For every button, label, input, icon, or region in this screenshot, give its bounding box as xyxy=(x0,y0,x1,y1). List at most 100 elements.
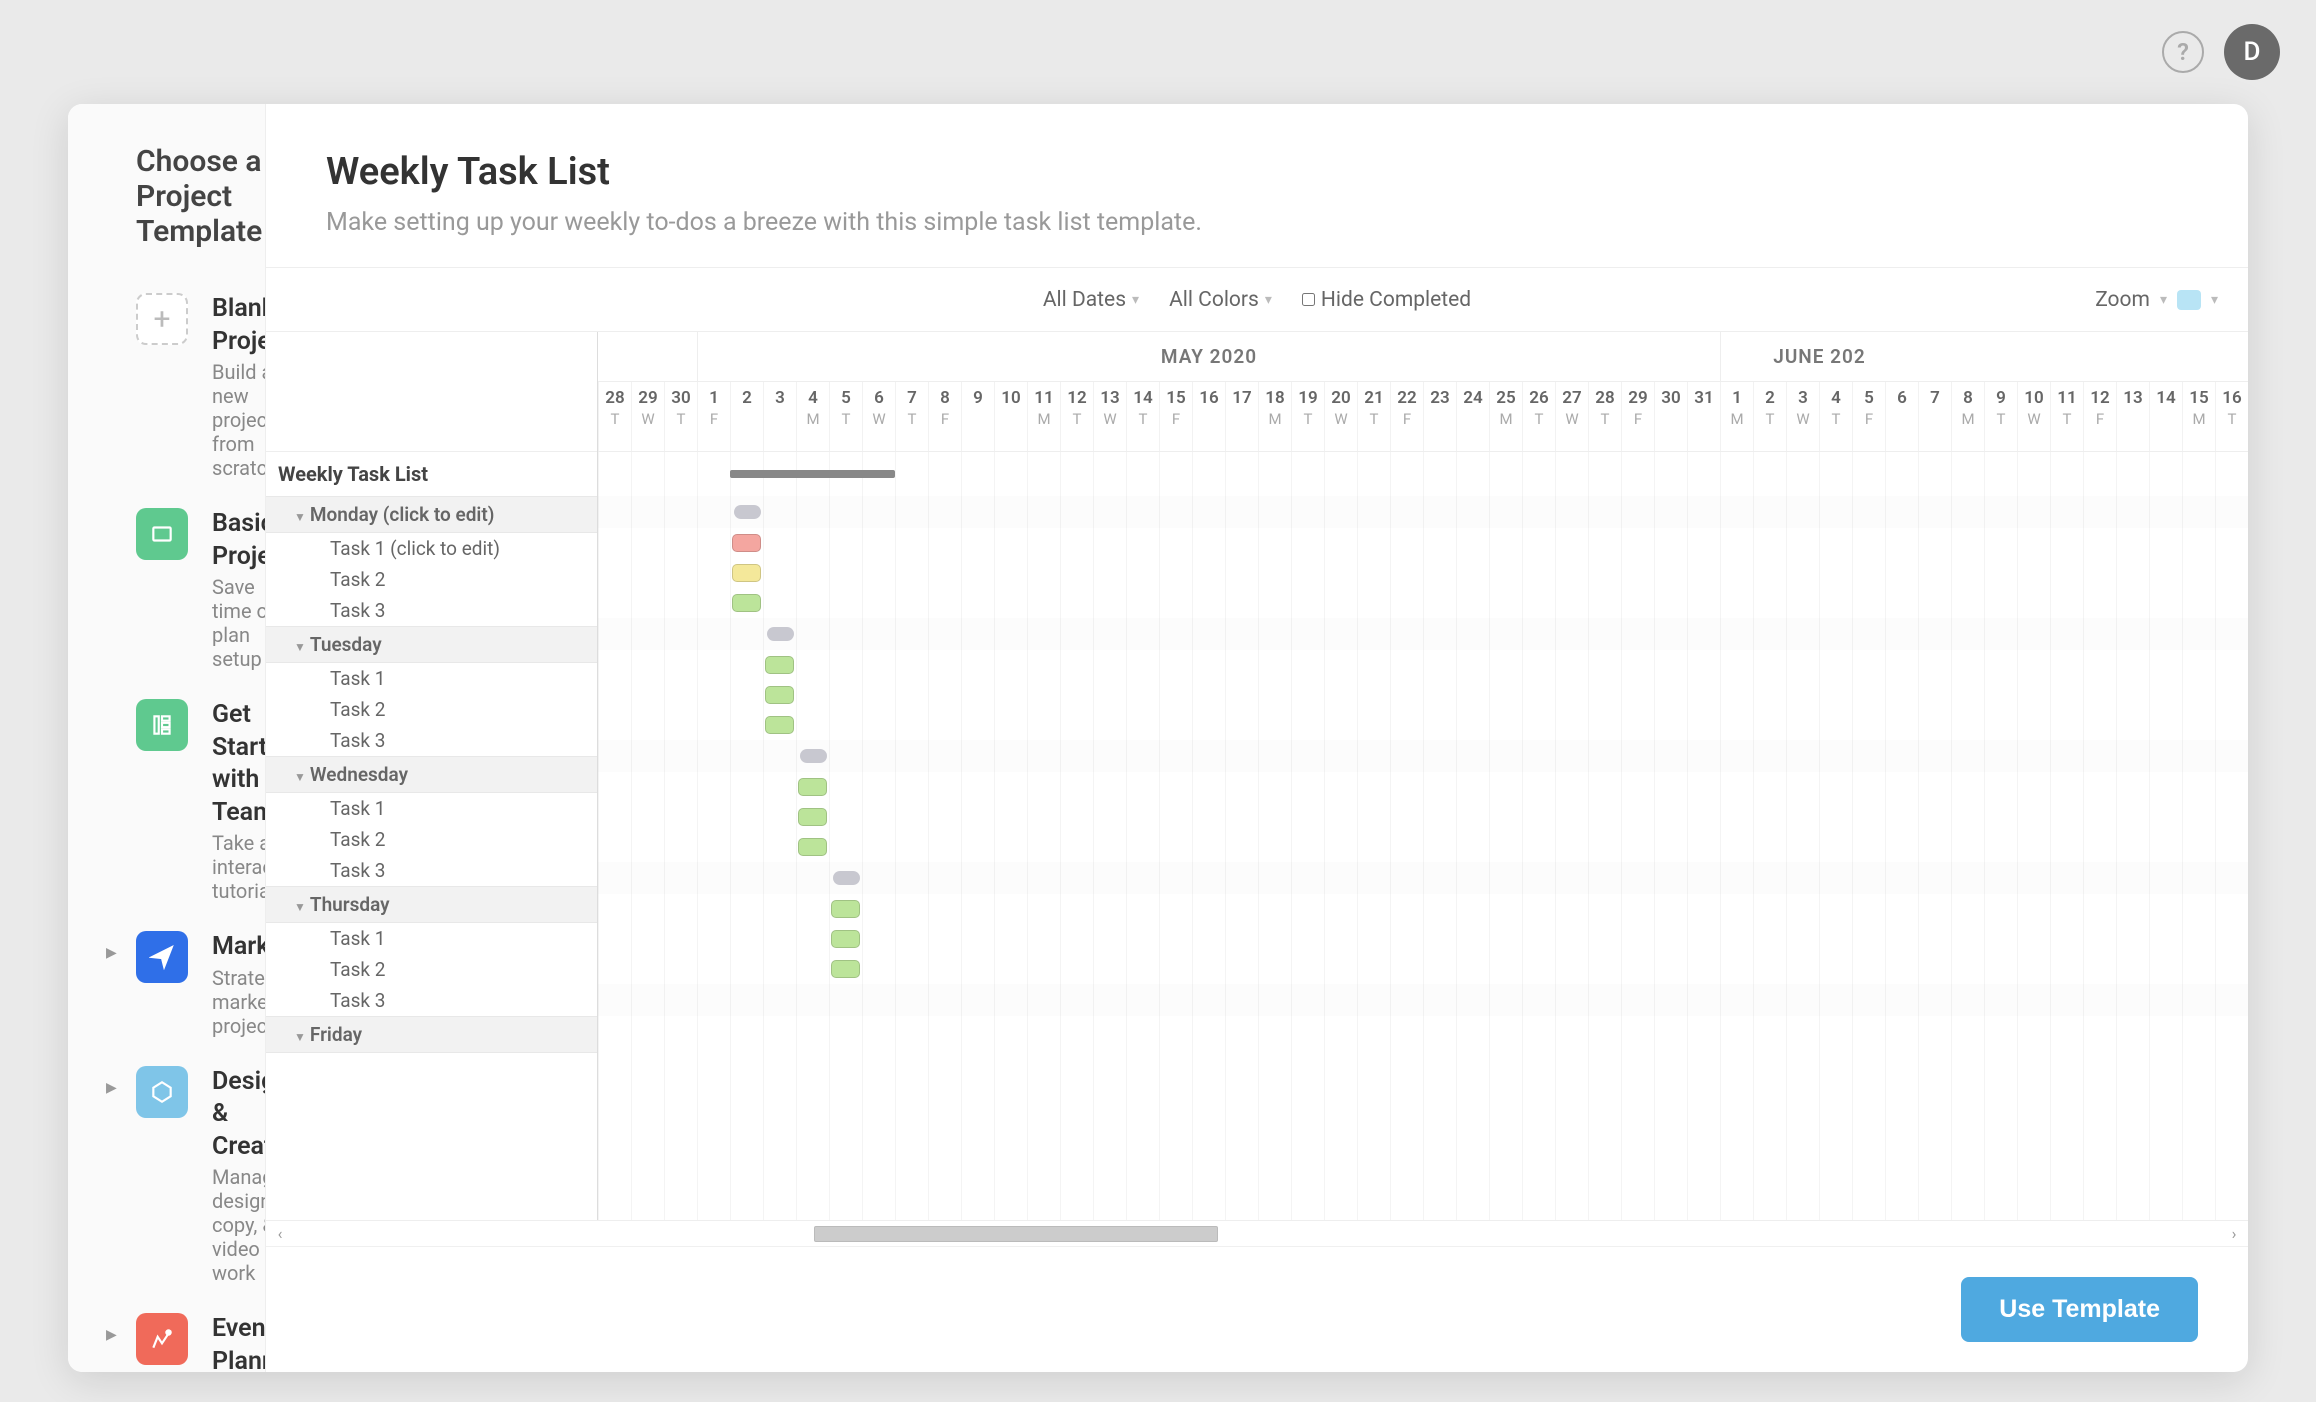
timeline-day: 15F xyxy=(1159,382,1192,451)
timeline-day: 2T xyxy=(1753,382,1786,451)
gantt-task-name[interactable]: Task 3 xyxy=(266,985,597,1016)
timeline-day: 24 xyxy=(1456,382,1489,451)
gantt-task-bar[interactable] xyxy=(732,564,761,582)
sidebar-heading: Choose a Project Template xyxy=(68,144,265,279)
scroll-track[interactable] xyxy=(294,1221,2220,1246)
filter-dates-label: All Dates xyxy=(1043,288,1126,312)
category-title: Event Planning xyxy=(212,1313,266,1372)
chevron-right-icon: ▶ xyxy=(106,1327,117,1343)
template-category[interactable]: Get Started with TeamGanttTake an intera… xyxy=(68,685,265,917)
category-title: Blank Project xyxy=(212,293,266,358)
category-title: Basic Project xyxy=(212,508,266,573)
gantt-task-bar[interactable] xyxy=(798,838,827,856)
gantt-task-bar[interactable] xyxy=(798,778,827,796)
chevron-down-icon: ▼ xyxy=(294,1030,306,1044)
gantt-group-header[interactable]: ▼Tuesday xyxy=(266,626,597,663)
gantt-task-name[interactable]: Task 3 xyxy=(266,855,597,886)
gantt-group-header[interactable]: ▼Monday (click to edit) xyxy=(266,496,597,533)
gantt-task-name[interactable]: Task 3 xyxy=(266,725,597,756)
timeline-day: 11M xyxy=(1027,382,1060,451)
timeline-day: 5F xyxy=(1852,382,1885,451)
filter-hide-completed[interactable]: Hide Completed xyxy=(1302,288,1471,312)
timeline-day: 18M xyxy=(1258,382,1291,451)
gantt-task-list: Weekly Task List ▼Monday (click to edit)… xyxy=(266,332,598,1220)
template-description: Make setting up your weekly to-dos a bre… xyxy=(326,208,2188,237)
gantt-task-bar[interactable] xyxy=(732,534,761,552)
gantt-task-name[interactable]: Task 1 xyxy=(266,923,597,954)
gantt-group-bar[interactable] xyxy=(833,871,860,885)
gantt-task-bar[interactable] xyxy=(765,656,794,674)
gantt-group-bar[interactable] xyxy=(767,627,794,641)
timeline-day: 23 xyxy=(1423,382,1456,451)
scroll-thumb[interactable] xyxy=(814,1226,1218,1242)
template-category[interactable]: ▶Event PlanningTrack event details & to-… xyxy=(68,1299,265,1372)
chevron-down-icon: ▼ xyxy=(294,640,306,654)
gantt-group-header[interactable]: ▼Wednesday xyxy=(266,756,597,793)
category-subtitle: Take an interactive tutorial xyxy=(212,831,266,903)
timeline-day: 4T xyxy=(1819,382,1852,451)
timeline-day: 13 xyxy=(2116,382,2149,451)
template-main: Weekly Task List Make setting up your we… xyxy=(266,104,2248,1372)
timeline-day: 2 xyxy=(730,382,763,451)
zoom-control[interactable]: Zoom ▾ ▾ xyxy=(2095,288,2218,312)
category-subtitle: Strategize marketing projects xyxy=(212,966,266,1038)
gantt-task-name[interactable]: Task 1 (click to edit) xyxy=(266,533,597,564)
category-icon xyxy=(136,931,188,983)
filter-colors[interactable]: All Colors ▾ xyxy=(1169,288,1272,312)
use-template-button[interactable]: Use Template xyxy=(1961,1277,2198,1342)
gantt-task-bar[interactable] xyxy=(732,594,761,612)
horizontal-scrollbar[interactable]: ‹ › xyxy=(266,1220,2248,1246)
timeline-day: 6 xyxy=(1885,382,1918,451)
zoom-label: Zoom xyxy=(2095,288,2150,312)
gantt-task-bar[interactable] xyxy=(831,900,860,918)
hide-completed-checkbox[interactable] xyxy=(1302,293,1315,306)
avatar[interactable]: D xyxy=(2224,24,2280,80)
gantt-task-name[interactable]: Task 2 xyxy=(266,824,597,855)
filter-dates[interactable]: All Dates ▾ xyxy=(1043,288,1139,312)
gantt-task-bar[interactable] xyxy=(765,686,794,704)
chevron-down-icon: ▼ xyxy=(294,510,306,524)
gantt-task-name[interactable]: Task 2 xyxy=(266,954,597,985)
timeline-day: 5T xyxy=(829,382,862,451)
timeline-day: 30T xyxy=(664,382,697,451)
timeline-day: 13W xyxy=(1093,382,1126,451)
timeline-day: 30 xyxy=(1654,382,1687,451)
gantt-task-bar[interactable] xyxy=(831,960,860,978)
help-icon[interactable]: ? xyxy=(2162,31,2204,73)
timeline-day: 21T xyxy=(1357,382,1390,451)
timeline-day: 26T xyxy=(1522,382,1555,451)
timeline-day: 29F xyxy=(1621,382,1654,451)
timeline-day: 3 xyxy=(763,382,796,451)
timeline-day: 4M xyxy=(796,382,829,451)
gantt-project-bar[interactable] xyxy=(730,470,895,478)
gantt-task-bar[interactable] xyxy=(831,930,860,948)
gantt-group-header[interactable]: ▼Thursday xyxy=(266,886,597,923)
gantt-group-bar[interactable] xyxy=(800,749,827,763)
gantt-task-name[interactable]: Task 2 xyxy=(266,564,597,595)
template-category[interactable]: ▶MarketingStrategize marketing projects xyxy=(68,917,265,1052)
gantt-task-bar[interactable] xyxy=(798,808,827,826)
template-category[interactable]: Basic ProjectSave time on plan setup xyxy=(68,494,265,685)
timeline-day: 3W xyxy=(1786,382,1819,451)
timeline-day: 9 xyxy=(961,382,994,451)
timeline-day: 25M xyxy=(1489,382,1522,451)
gantt-group-header[interactable]: ▼Friday xyxy=(266,1016,597,1053)
timeline-day: 12F xyxy=(2083,382,2116,451)
gantt-group-bar[interactable] xyxy=(734,505,761,519)
gantt-timeline[interactable]: MAY 2020JUNE 202 28T29W30T1F234M5T6W7T8F… xyxy=(598,332,2248,1220)
gantt-task-name[interactable]: Task 1 xyxy=(266,793,597,824)
timeline-day: 1F xyxy=(697,382,730,451)
gantt-task-bar[interactable] xyxy=(765,716,794,734)
timeline-day: 31 xyxy=(1687,382,1720,451)
timeline-day: 20W xyxy=(1324,382,1357,451)
gantt-task-name[interactable]: Task 2 xyxy=(266,694,597,725)
template-category[interactable]: +Blank ProjectBuild a new project from s… xyxy=(68,279,265,494)
timeline-day: 28T xyxy=(598,382,631,451)
scroll-right-icon[interactable]: › xyxy=(2220,1224,2248,1243)
template-title: Weekly Task List xyxy=(326,150,2188,194)
template-category[interactable]: ▶Design & CreativeManage design, copy, &… xyxy=(68,1052,265,1300)
scroll-left-icon[interactable]: ‹ xyxy=(266,1224,294,1243)
gantt-task-name[interactable]: Task 3 xyxy=(266,595,597,626)
gantt-task-name[interactable]: Task 1 xyxy=(266,663,597,694)
chevron-down-icon: ▾ xyxy=(1265,292,1272,308)
